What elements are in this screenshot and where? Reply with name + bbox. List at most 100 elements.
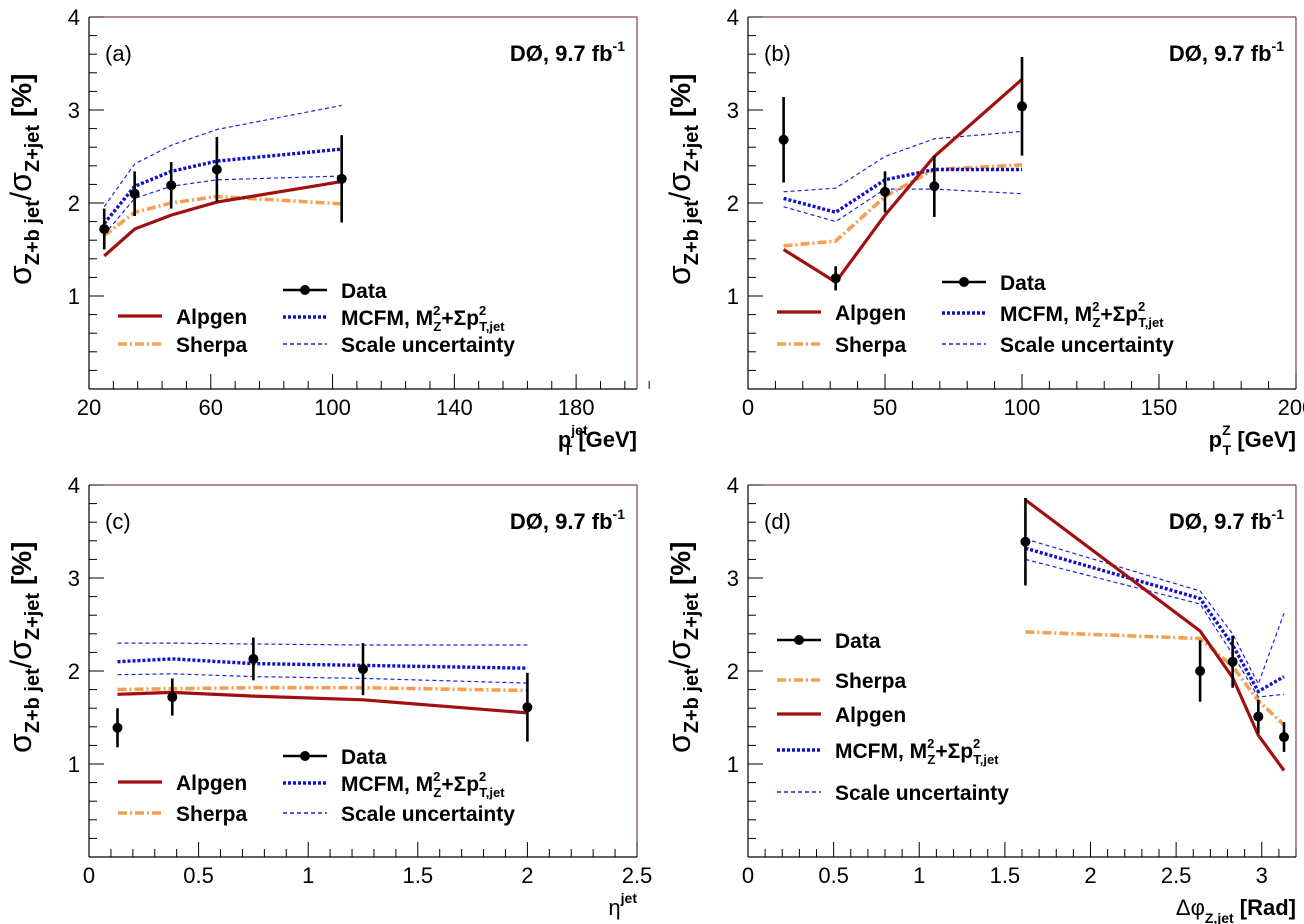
y-axis-label-text: σZ+b jet/σZ+jet [%] [661, 74, 703, 285]
legend-data-label: Data [1000, 272, 1046, 295]
mcfm-curve [117, 657, 528, 670]
y-tick-label: 1 [727, 284, 739, 309]
chart-panel-d: 1 2 3 4 0 0.5 1 1.5 2 2.5 3 ΔφZ,jet [Rad] σZ+b jet/σ… [661, 473, 1297, 924]
legend-alpgen-label: Alpgen [176, 772, 247, 795]
legend-mcfm-label: MCFM, M2 Z+Σp2 T,jet [341, 303, 505, 334]
data-point [1195, 666, 1206, 676]
data-point [1020, 536, 1031, 547]
data-point [166, 180, 177, 191]
y-tick-label: 3 [727, 566, 739, 591]
y-axis-label: σZ+b jet/σZ+jet [%] [661, 542, 703, 753]
y-tick-label: 1 [68, 752, 80, 777]
experiment-label: DØ, 9.7 fb-1 [1169, 506, 1284, 534]
y-tick-label: 4 [68, 5, 80, 30]
x-tick-label: 2 [521, 863, 533, 888]
experiment-label: DØ, 9.7 fb-1 [1169, 38, 1284, 66]
x-tick-label: 2 [1084, 863, 1096, 888]
data-point [336, 173, 347, 184]
alpgen-curve [103, 180, 342, 258]
y-tick-label: 2 [727, 191, 739, 216]
data-point [358, 664, 368, 675]
legend-sherpa-label: Sherpa [176, 803, 248, 826]
scale-hi-curve [117, 642, 528, 646]
data-point [248, 653, 259, 664]
experiment-label: DØ, 9.7 fb-1 [510, 38, 625, 66]
y-tick-label: 2 [727, 659, 739, 684]
legend-data-label: Data [835, 630, 881, 653]
x-axis-label: ΔφZ,jet [Rad] [1176, 895, 1296, 924]
data-point [99, 224, 110, 235]
plot-area [778, 56, 1027, 291]
x-tick-label: 100 [1004, 395, 1041, 420]
data-point [1253, 711, 1264, 722]
legend-alpgen-label: Alpgen [835, 704, 906, 727]
alpgen-curve [782, 78, 1024, 285]
data-point [522, 702, 533, 713]
x-tick-label: 1 [302, 863, 314, 888]
y-tick-label: 2 [68, 659, 80, 684]
y-axis-label-text: σZ+b jet/σZ+jet [%] [2, 74, 44, 285]
experiment-label: DØ, 9.7 fb-1 [510, 506, 625, 534]
x-tick-label: 1.5 [990, 863, 1021, 888]
sherpa-curve [1025, 630, 1286, 727]
y-axis-label-text: σZ+b jet/σZ+jet [%] [661, 542, 703, 753]
legend-scale-label: Scale uncertainty [1000, 334, 1174, 357]
x-tick-label: 2.5 [1161, 863, 1192, 888]
scale-hi-curve [103, 104, 342, 208]
panel-label: (d) [764, 509, 791, 534]
scale-lo-curve [117, 673, 528, 684]
alpgen-curve [1024, 498, 1286, 772]
x-tick-label: 1 [913, 863, 925, 888]
plot-area [99, 104, 347, 258]
x-axis-label: ηjet [608, 890, 637, 920]
mcfm-curve [783, 167, 1022, 215]
chart-panel-b: 1 2 3 4 0 50 100 150 200pZT [GeV] σZ+b jet/σZ+jet… [661, 5, 1304, 458]
data-point [129, 188, 140, 199]
data-point [1227, 656, 1238, 667]
legend-scale-label: Scale uncertainty [835, 782, 1009, 805]
x-tick-label: 60 [199, 395, 223, 420]
x-tick-label: 180 [558, 395, 595, 420]
alpgen-curve [117, 690, 528, 715]
data-point [929, 181, 940, 192]
x-tick-label: 2.5 [622, 863, 653, 888]
legend-alpgen-label: Alpgen [835, 302, 906, 325]
y-tick-label: 2 [68, 191, 80, 216]
x-tick-label: 0 [742, 395, 754, 420]
x-tick-label: 0.5 [818, 863, 849, 888]
legend-scale-label: Scale uncertainty [341, 334, 515, 357]
legend-data-marker [959, 277, 969, 287]
y-axis-label: σZ+b jet/σZ+jet [%] [661, 74, 703, 285]
legend-scale-label: Scale uncertainty [341, 803, 515, 826]
y-tick-label: 1 [727, 752, 739, 777]
plot-area [112, 637, 533, 748]
y-tick-label: 4 [727, 5, 739, 30]
y-tick-label: 4 [727, 473, 739, 498]
data-point [112, 722, 123, 733]
data-point [1279, 732, 1290, 743]
data-point [880, 186, 890, 197]
x-tick-label: 200 [1278, 395, 1304, 420]
y-axis-label-text: σZ+b jet/σZ+jet [%] [2, 542, 44, 753]
scale-lo-curve [1025, 558, 1285, 698]
x-tick-label: 0 [742, 863, 754, 888]
x-tick-label: 50 [873, 395, 897, 420]
legend-data-label: Data [341, 746, 387, 769]
plot-area [1020, 498, 1290, 772]
y-tick-label: 3 [68, 98, 80, 123]
legend-sherpa-label: Sherpa [835, 334, 907, 357]
legend-data-marker [300, 285, 310, 295]
sherpa-curve [117, 685, 528, 693]
panel-label: (b) [764, 41, 791, 66]
scale-hi-curve [783, 130, 1023, 193]
mcfm-curve [1024, 546, 1285, 694]
legend-sherpa-label: Sherpa [176, 334, 248, 357]
data-point [211, 164, 222, 175]
x-tick-label: 140 [436, 395, 473, 420]
legend-data-marker [300, 751, 310, 761]
x-axis-label: pjet T [GeV] [558, 422, 637, 458]
y-axis-label: σZ+b jet/σZ+jet [%] [2, 542, 44, 753]
